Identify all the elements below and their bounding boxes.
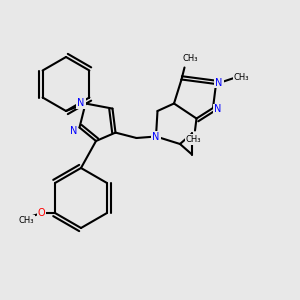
Text: CH₃: CH₃ [186, 135, 201, 144]
Text: CH₃: CH₃ [19, 216, 34, 225]
Text: N: N [70, 125, 77, 136]
Text: N: N [77, 98, 85, 109]
Text: O: O [38, 208, 45, 218]
Text: N: N [215, 77, 223, 88]
Text: CH₃: CH₃ [234, 74, 249, 82]
Text: CH₃: CH₃ [183, 54, 198, 63]
Text: N: N [152, 131, 160, 142]
Text: N: N [214, 104, 221, 115]
